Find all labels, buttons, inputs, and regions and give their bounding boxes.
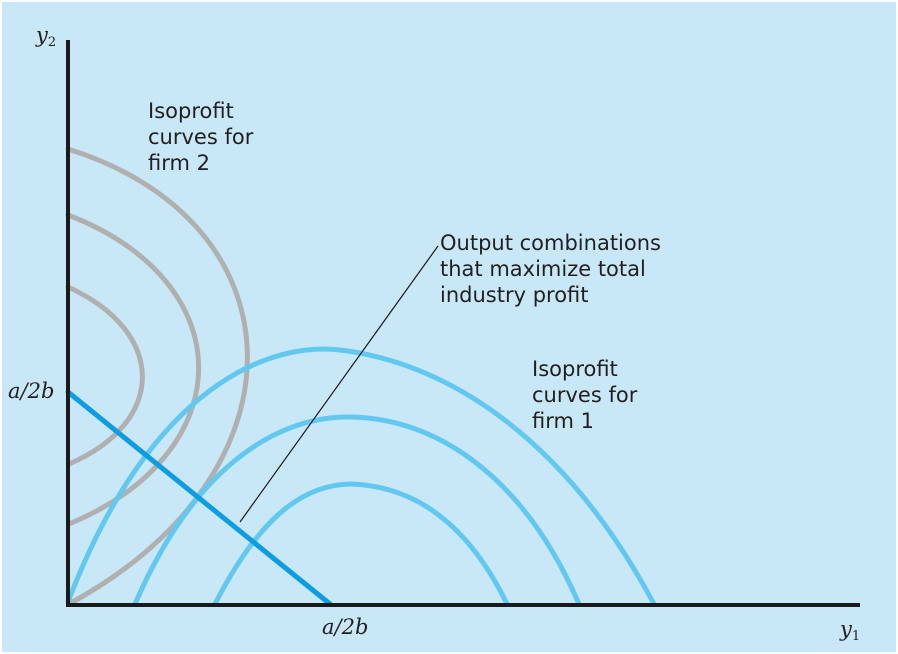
industry-profit-line [65, 389, 333, 607]
firm2-isoprofit-curve-inner [65, 284, 145, 467]
x-tick-label: a/2b [322, 615, 369, 639]
firm1-isoprofit-annotation: Isoprofit curves for firm 1 [532, 357, 638, 433]
y-tick-label: a/2b [8, 379, 55, 403]
firm2-isoprofit-curve-outer [65, 146, 250, 607]
annotation-pointer [239, 245, 439, 523]
firm1-isoprofit-curve-middle [132, 414, 582, 607]
firm1-isoprofit-curve-outer [65, 346, 657, 607]
x-axis-label: y1 [840, 617, 861, 644]
firm2-isoprofit-annotation: Isoprofit curves for firm 2 [148, 99, 254, 175]
y-axis-label: y2 [36, 23, 57, 50]
firm2-isoprofit-curve-middle [65, 212, 202, 527]
industry-profit-annotation: Output combinations that maximize total … [440, 231, 661, 307]
firm1-isoprofit-curve-inner [212, 481, 510, 607]
